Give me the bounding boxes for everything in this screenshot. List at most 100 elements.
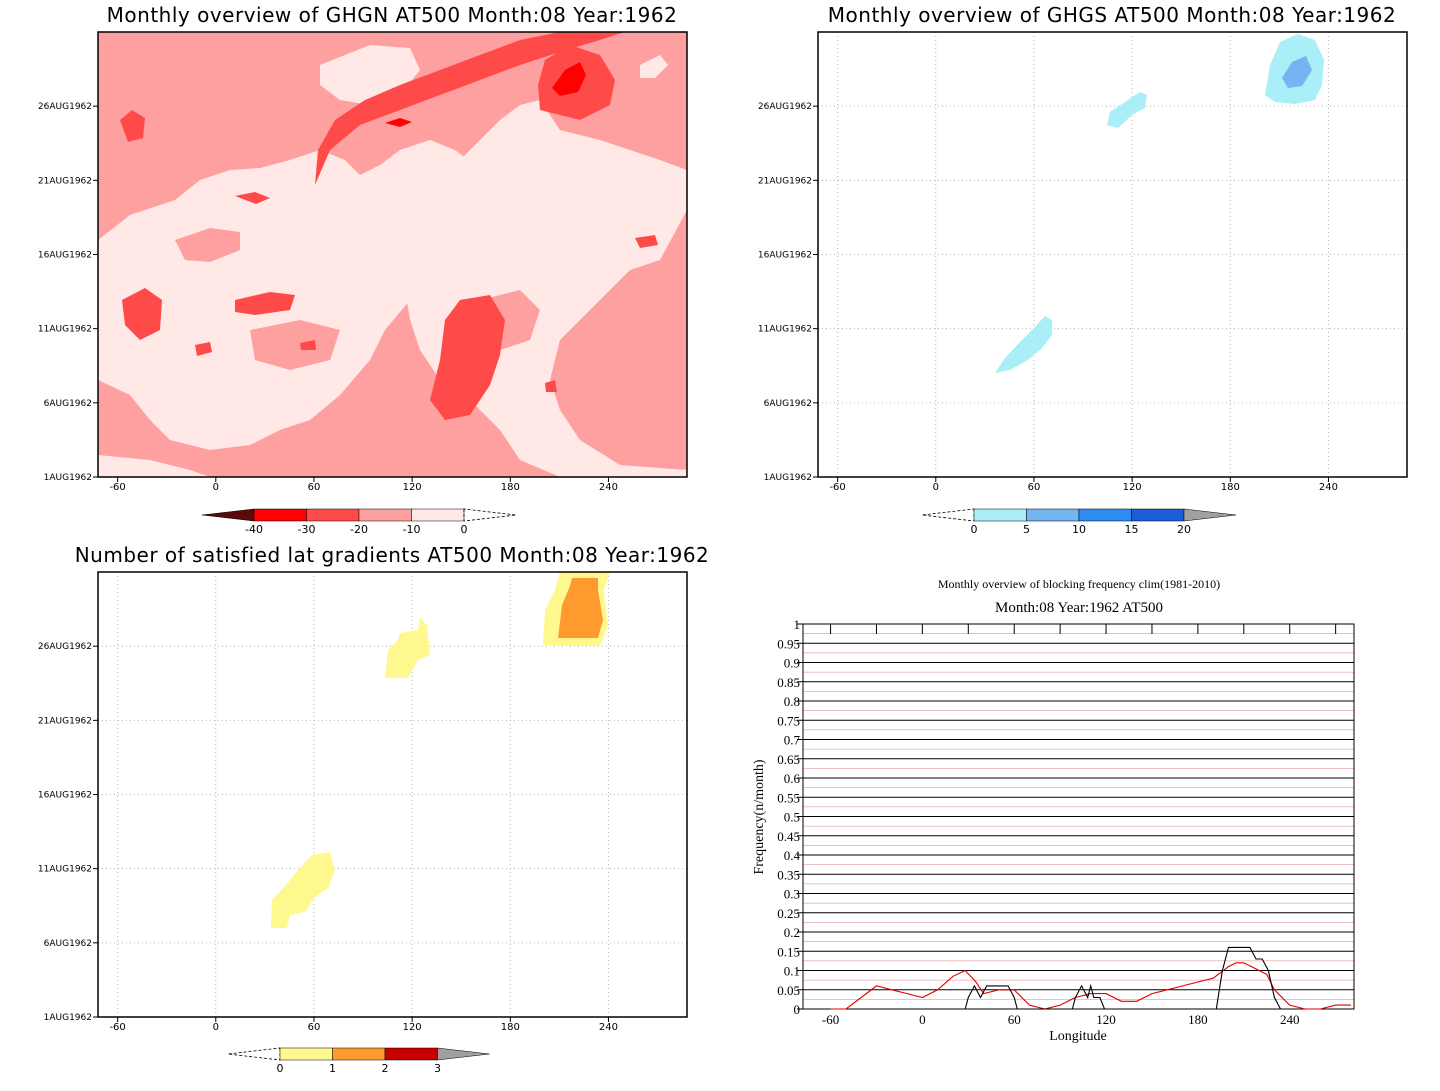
- ghgn-strong-region: [545, 380, 557, 392]
- y-tick-label: 26AUG1962: [38, 642, 92, 652]
- ghgs-x-axis: -60 0 60 120 180 240: [829, 477, 1338, 493]
- y-tick-label: 0.15: [777, 944, 800, 959]
- colorbar-left-arrow: [201, 508, 255, 522]
- x-tick-label: 120: [403, 482, 422, 493]
- ghgn-field: [98, 32, 687, 477]
- y-tick-label: 0.8: [784, 694, 800, 709]
- x-tick-label: -60: [829, 482, 845, 493]
- colorbar-segment: [253, 508, 307, 522]
- y-tick-label: 0.45: [777, 829, 800, 844]
- colorbar-left-arrow: [227, 1047, 281, 1061]
- colorbar-segment: [306, 508, 360, 522]
- series-line-blocking: [964, 946, 1281, 1010]
- y-tick-label: 26AUG1962: [758, 102, 812, 112]
- y-tick-label: 11AUG1962: [38, 325, 92, 335]
- y-tick-label: 11AUG1962: [758, 325, 812, 335]
- colorbar-label: 0: [277, 1062, 284, 1075]
- y-tick-label: 0.25: [777, 906, 800, 921]
- y-tick-label: 0.7: [784, 733, 801, 748]
- series-line-climatology: [830, 962, 1351, 1010]
- y-tick-label: 1AUG1962: [44, 1013, 92, 1023]
- x-tick-label: 120: [1123, 482, 1142, 493]
- y-tick-label: 1AUG1962: [764, 473, 812, 483]
- ghgs-y-axis: 1AUG1962 6AUG1962 11AUG1962 16AUG1962 21AUG1…: [758, 102, 818, 483]
- y-tick-label: 0.5: [784, 810, 800, 825]
- x-tick-label: 180: [1188, 1012, 1208, 1027]
- y-tick-label: 0.95: [777, 636, 800, 651]
- colorbar-segment: [279, 1047, 333, 1061]
- colorbar-label: 15: [1125, 523, 1139, 536]
- y-tick-label: 16AUG1962: [38, 251, 92, 261]
- x-tick-label: 240: [1319, 482, 1338, 493]
- y-tick-label: 16AUG1962: [38, 791, 92, 801]
- colorbar-label: 0: [971, 523, 978, 536]
- ghgn-light-region: [98, 455, 210, 477]
- colorbar-segment: [411, 508, 465, 522]
- x-tick-label: 180: [501, 482, 520, 493]
- x-tick-label: 120: [403, 1022, 422, 1033]
- colorbar-label: 3: [434, 1062, 441, 1075]
- y-tick-label: 0.85: [777, 675, 800, 690]
- ghgn-mid-region: [175, 228, 240, 262]
- y-tick-label: 21AUG1962: [38, 176, 92, 186]
- colorbar-segment: [332, 1047, 386, 1061]
- x-tick-label: 120: [1096, 1012, 1116, 1027]
- panel-blocking-frequency: Monthly overview of blocking frequency c…: [752, 577, 1355, 1044]
- y-tick-label: 0.75: [777, 713, 800, 728]
- x-tick-label: 60: [308, 482, 321, 493]
- panel-ghgn-title: Monthly overview of GHGN AT500 Month:08 …: [107, 3, 678, 27]
- y-tick-label: 0.9: [784, 656, 800, 671]
- colorbar-right-arrow: [463, 508, 517, 522]
- colorbar-label: 2: [382, 1062, 389, 1075]
- y-tick-label: 0.1: [784, 964, 800, 979]
- lat-gradient-patch-strong: [558, 578, 603, 638]
- x-tick-label: 0: [919, 1012, 926, 1027]
- ghgn-strong-region: [235, 192, 270, 204]
- y-tick-label: 0.05: [777, 983, 800, 998]
- ghgs-colorbar: 0 5 10 15 20: [921, 508, 1237, 536]
- panel-ghgn: Monthly overview of GHGN AT500 Month:08 …: [38, 3, 688, 536]
- x-tick-label: 240: [1280, 1012, 1300, 1027]
- ghgn-strong-region: [635, 235, 658, 248]
- y-tick-label: 26AUG1962: [38, 102, 92, 112]
- colorbar-label: -10: [403, 523, 421, 536]
- ghgn-min-region: [385, 118, 412, 127]
- x-tick-label: 240: [599, 1022, 618, 1033]
- lat-gradients-field: [271, 572, 610, 928]
- y-tick-label: 11AUG1962: [38, 865, 92, 875]
- lat-gradients-x-axis: -60 0 60 120 180 240: [109, 1017, 618, 1033]
- blocking-y-axis: 0 0.05 0.1 0.15 0.2 0.25 0.3 0.35 0.4 0.45 0.5 0.55…: [777, 617, 803, 1017]
- blocking-grid: [803, 633, 1354, 1000]
- ghgn-strong-region: [315, 32, 625, 185]
- x-tick-label: 60: [1028, 482, 1041, 493]
- colorbar-label: 20: [1177, 523, 1191, 536]
- ghgn-strong-region: [430, 295, 505, 420]
- blocking-series: [830, 946, 1351, 1010]
- ghgs-field: [995, 34, 1324, 373]
- y-tick-label: 0.2: [784, 925, 800, 940]
- panel-lat-gradients: Number of satisfied lat gradients AT500 …: [38, 543, 709, 1075]
- colorbar-segment: [384, 1047, 438, 1061]
- x-tick-label: 0: [933, 482, 939, 493]
- x-tick-label: -60: [109, 482, 125, 493]
- y-tick-label: 0.4: [784, 848, 801, 863]
- ghgn-x-axis: -60 0 60 120 180 240: [109, 477, 618, 493]
- y-tick-label: 0.6: [784, 771, 801, 786]
- blocking-subtitle: Month:08 Year:1962 AT500: [995, 600, 1163, 616]
- y-tick-label: 0.65: [777, 752, 800, 767]
- y-tick-label: 6AUG1962: [44, 399, 92, 409]
- colorbar-label: 1: [329, 1062, 336, 1075]
- ghgs-patch: [995, 316, 1052, 373]
- y-tick-label: 0.35: [777, 867, 800, 882]
- y-tick-label: 21AUG1962: [38, 716, 92, 726]
- colorbar-label: -30: [298, 523, 316, 536]
- x-tick-label: 240: [599, 482, 618, 493]
- x-tick-label: 180: [1221, 482, 1240, 493]
- ghgn-colorbar: -40 -30 -20 -10 0: [201, 508, 517, 536]
- colorbar-right-arrow: [1183, 508, 1237, 522]
- blocking-y-label: Frequency(n/month): [752, 759, 767, 874]
- colorbar-right-arrow: [437, 1047, 490, 1061]
- x-tick-label: -60: [822, 1012, 839, 1027]
- y-tick-label: 21AUG1962: [758, 176, 812, 186]
